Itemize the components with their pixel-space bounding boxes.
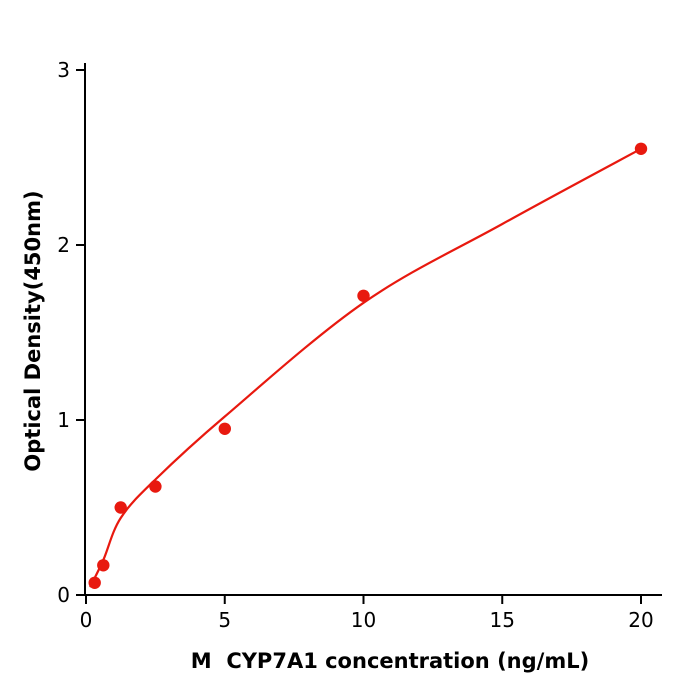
x-tick-label: 5 xyxy=(218,608,231,632)
fit-curve-line xyxy=(89,147,643,588)
x-tick-label: 20 xyxy=(628,608,653,632)
data-point xyxy=(97,559,110,572)
y-tick-label: 1 xyxy=(57,408,70,432)
y-tick-label: 0 xyxy=(57,583,70,607)
y-tick-label: 2 xyxy=(57,233,70,257)
data-point xyxy=(218,422,231,435)
data-point xyxy=(149,480,162,493)
x-tick-label: 15 xyxy=(490,608,515,632)
y-axis-title: Optical Density(450nm) xyxy=(21,190,45,471)
data-point xyxy=(88,576,101,589)
x-axis-title: M CYP7A1 concentration (ng/mL) xyxy=(191,649,589,673)
data-point xyxy=(114,501,127,514)
x-tick-label: 0 xyxy=(80,608,93,632)
plot-layer: 0 5 10 15 20 0 1 2 3 xyxy=(57,58,653,632)
data-point xyxy=(357,289,370,302)
x-tick-label: 10 xyxy=(351,608,376,632)
y-tick-label: 3 xyxy=(57,58,70,82)
data-point xyxy=(634,142,648,155)
